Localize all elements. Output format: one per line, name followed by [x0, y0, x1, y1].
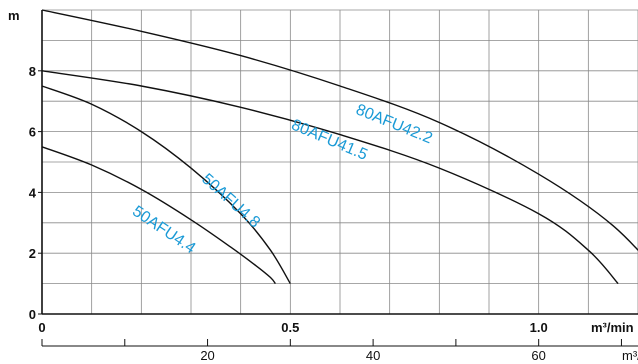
x-axis-label: m³/min [591, 320, 634, 335]
x-tick-label: 0.5 [281, 320, 299, 335]
curve-line [41, 70, 619, 285]
axes: 0 2 4 6 8 0 0.5 1.0 20 40 60 [29, 10, 638, 363]
secondary-x-tick-label: 20 [200, 348, 214, 363]
curve-label: 80AFU42.2 [353, 101, 435, 147]
grid [42, 9, 638, 314]
curve-line [41, 9, 638, 252]
y-tick-label: 6 [29, 125, 36, 140]
secondary-x-tick-label: 60 [531, 348, 545, 363]
x-tick-label: 0 [38, 320, 45, 335]
secondary-x-tick-label: 40 [366, 348, 380, 363]
y-tick-label: 8 [29, 64, 36, 79]
curve-label: 50AFU4.4 [129, 203, 198, 257]
secondary-x-axis-label: m³/h [622, 348, 638, 363]
y-tick-label: 0 [29, 307, 36, 322]
y-tick-label: 2 [29, 246, 36, 261]
y-tick-label: 4 [29, 185, 37, 200]
curve-line [41, 85, 291, 284]
curves [41, 9, 638, 285]
x-tick-label: 1.0 [530, 320, 548, 335]
y-axis-label: m [8, 8, 20, 23]
curve-label: 50AFU4.8 [198, 171, 263, 232]
curve-line [41, 146, 276, 285]
